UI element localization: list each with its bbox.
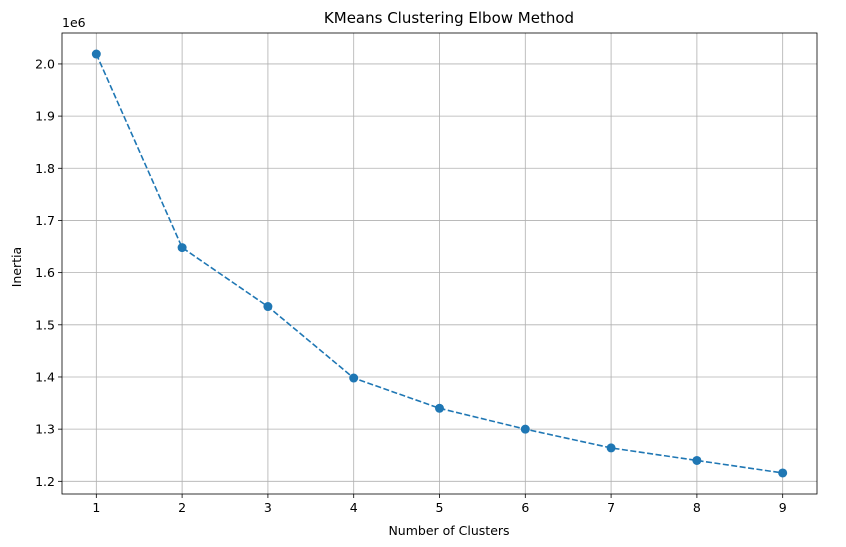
grid <box>62 33 817 494</box>
data-point <box>778 468 788 478</box>
data-point <box>520 424 530 434</box>
y-tick-label: 1.2 <box>35 474 55 489</box>
data-point <box>177 243 187 253</box>
x-axis-label: Number of Clusters <box>388 523 509 538</box>
y-tick-label: 1.5 <box>35 317 55 332</box>
x-tick-label: 4 <box>350 500 358 515</box>
series-line <box>95 53 783 474</box>
data-point <box>435 403 444 413</box>
y-tick-label: 1.8 <box>35 161 55 176</box>
x-tick-label: 7 <box>607 500 615 515</box>
y-tick-label: 1.9 <box>35 109 55 124</box>
data-point <box>606 443 616 453</box>
x-tick-label: 3 <box>264 500 272 515</box>
x-tick-label: 9 <box>779 500 787 515</box>
data-point <box>692 455 702 465</box>
axis-ticks: 1 2 3 4 5 6 7 8 9 1.2 1.3 1.4 1.5 1.6 1.7 1.8 1.9 2.0 <box>35 56 787 515</box>
x-tick-label: 2 <box>178 500 186 515</box>
data-point <box>263 302 273 312</box>
y-offset-label: 1e6 <box>62 15 86 30</box>
y-tick-label: 1.7 <box>35 213 55 228</box>
plot-frame <box>61 32 818 495</box>
x-tick-label: 1 <box>92 500 100 515</box>
data-series <box>91 49 788 478</box>
x-tick-label: 6 <box>521 500 529 515</box>
data-point <box>349 373 359 383</box>
data-point <box>91 49 101 59</box>
y-tick-label: 2.0 <box>35 56 55 71</box>
y-tick-label: 1.4 <box>35 369 55 384</box>
chart-title: KMeans Clustering Elbow Method <box>324 9 574 27</box>
y-axis-label: Inertia <box>9 247 24 287</box>
x-tick-label: 8 <box>693 500 701 515</box>
y-tick-label: 1.6 <box>35 265 55 280</box>
y-tick-label: 1.3 <box>35 422 55 437</box>
x-tick-label: 5 <box>436 500 444 515</box>
